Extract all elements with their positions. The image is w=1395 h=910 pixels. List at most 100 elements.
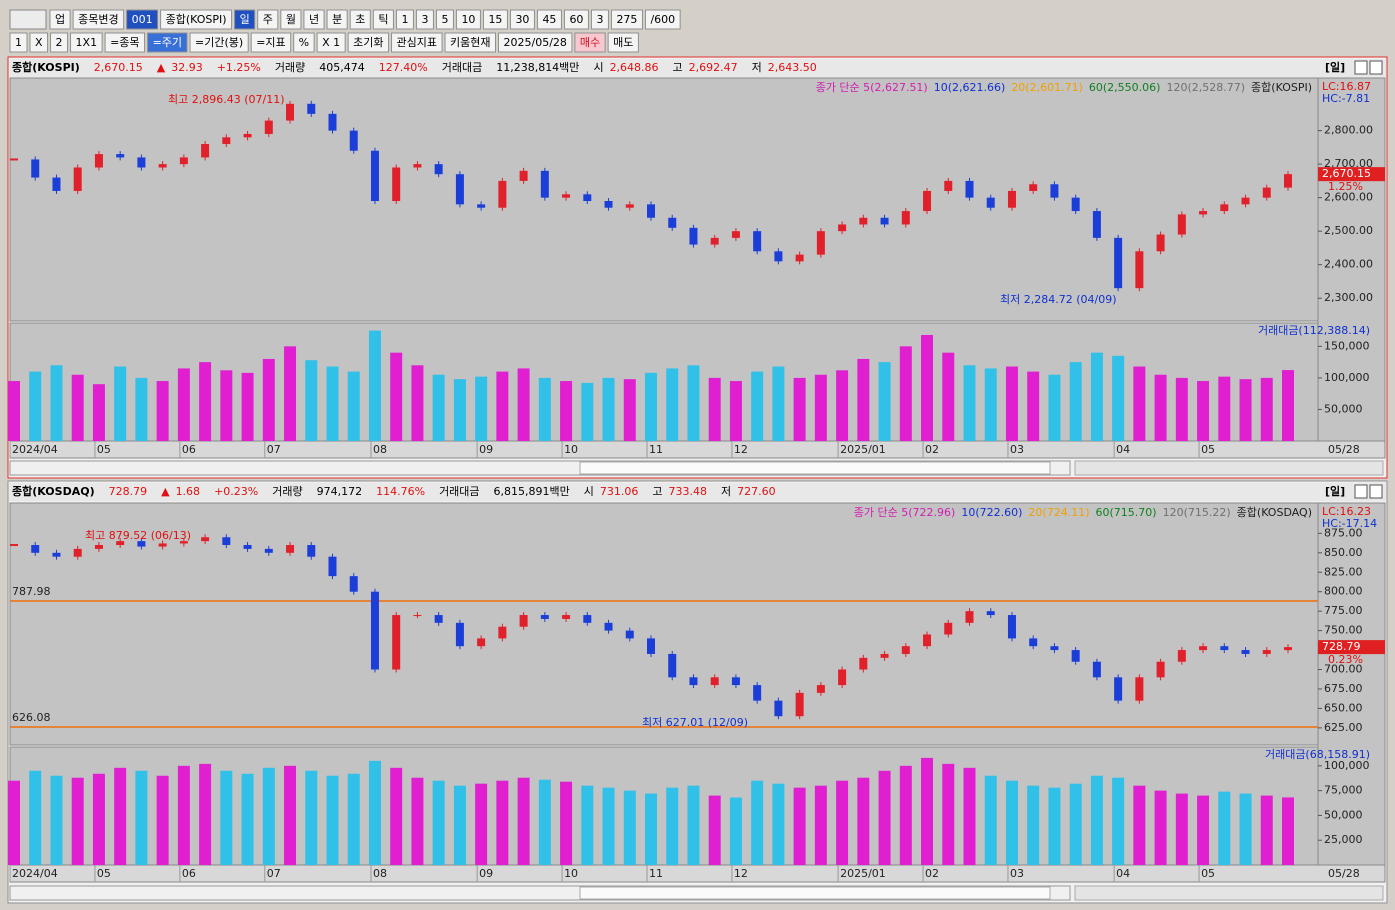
y-tick-label: 675.00: [1324, 682, 1363, 695]
toolbar-label: /600: [650, 13, 675, 26]
toolbar-button[interactable]: [316, 32, 346, 53]
window-button[interactable]: [1369, 484, 1383, 499]
header-field: 저: [721, 485, 731, 498]
zoom-tools[interactable]: [1074, 460, 1384, 476]
toolbar-label: 년: [309, 13, 319, 26]
toolbar-button[interactable]: [9, 32, 28, 53]
candle: [31, 159, 40, 178]
candle: [498, 626, 507, 639]
candle: [1220, 646, 1229, 651]
candle: [731, 677, 740, 686]
toolbar-button[interactable]: [372, 9, 394, 30]
volume-bar: [1090, 775, 1103, 865]
ma-legend: 10(722.60): [961, 506, 1022, 519]
y-tick-label: 850.00: [1324, 546, 1363, 559]
toolbar-button[interactable]: [29, 32, 49, 53]
toolbar-button[interactable]: [455, 9, 481, 30]
toolbar-button[interactable]: [349, 9, 371, 30]
toolbar-button[interactable]: [498, 32, 573, 53]
ma-legend: 20(2,601.71): [1011, 81, 1083, 94]
toolbar-label: 001: [132, 13, 153, 26]
toolbar-button[interactable]: [49, 9, 71, 30]
volume-bar: [560, 381, 573, 441]
candle: [1007, 190, 1016, 208]
toolbar-button[interactable]: [391, 32, 443, 53]
window-button[interactable]: [1369, 60, 1383, 75]
x-tick-label: 08: [373, 867, 387, 880]
volume-bar: [899, 765, 912, 865]
candle: [901, 646, 910, 654]
toolbar-button[interactable]: [482, 9, 508, 30]
header-field: +0.23%: [214, 485, 258, 498]
y-tick-label: 825.00: [1324, 565, 1363, 578]
scroll-thumb[interactable]: [579, 461, 1051, 475]
header-field: 2,648.86: [610, 61, 659, 74]
toolbar-button[interactable]: [326, 9, 348, 30]
y-tick-label: 750.00: [1324, 624, 1363, 637]
toolbar-button[interactable]: [303, 9, 325, 30]
candle: [1007, 615, 1016, 639]
toolbar-button[interactable]: [293, 32, 315, 53]
toolbar-button[interactable]: [395, 9, 414, 30]
header-field: 종합(KOSPI): [12, 60, 80, 74]
toolbar-label: 275: [616, 13, 637, 26]
axis-area: [1317, 502, 1386, 866]
toolbar-button[interactable]: [147, 32, 188, 53]
volume-bar: [560, 781, 573, 865]
zoom-tools[interactable]: [1074, 885, 1384, 901]
candle: [1029, 184, 1038, 191]
toolbar-button[interactable]: [160, 9, 233, 30]
toolbar-button[interactable]: [257, 9, 279, 30]
toolbar-label: 일: [240, 12, 250, 26]
toolbar-button[interactable]: [72, 9, 125, 30]
window-button[interactable]: [1354, 484, 1368, 499]
toolbar-button[interactable]: [574, 32, 606, 53]
volume-bar: [687, 365, 700, 441]
candle: [243, 545, 252, 549]
volume-bar: [475, 783, 488, 865]
header-field: 114.76%: [376, 485, 425, 498]
candle: [562, 615, 571, 619]
volume-bar: [284, 346, 297, 441]
toolbar-button[interactable]: [50, 32, 69, 53]
toolbar-icons[interactable]: [9, 9, 47, 30]
candle: [1029, 638, 1038, 647]
window-button[interactable]: [1354, 60, 1368, 75]
toolbar-button[interactable]: [250, 32, 292, 53]
toolbar-button[interactable]: [126, 9, 159, 30]
toolbar-button[interactable]: [536, 9, 562, 30]
toolbar-button[interactable]: [590, 9, 609, 30]
volume-bar: [432, 374, 445, 441]
candle: [1199, 211, 1208, 215]
volume-bar: [368, 330, 381, 441]
toolbar-button[interactable]: [70, 32, 103, 53]
toolbar-button[interactable]: [644, 9, 681, 30]
y-tick-label: 625.00: [1324, 721, 1363, 734]
low-annotation: 최저 627.01 (12/09): [642, 716, 748, 729]
toolbar-button[interactable]: [444, 32, 496, 53]
toolbar-button[interactable]: [607, 32, 639, 53]
toolbar-button[interactable]: [563, 9, 589, 30]
volume-bar: [50, 365, 63, 441]
toolbar-button[interactable]: [234, 9, 256, 30]
volume-bar: [1005, 780, 1018, 865]
toolbar-button[interactable]: [509, 9, 535, 30]
scroll-thumb[interactable]: [579, 886, 1051, 900]
toolbar-button[interactable]: [415, 9, 434, 30]
lc-label: LC:16.23: [1322, 505, 1371, 518]
y-tick-label: 2,600.00: [1324, 191, 1373, 204]
toolbar-label: 1: [401, 13, 408, 26]
toolbar-button[interactable]: [189, 32, 249, 53]
candle: [179, 541, 188, 544]
toolbar-button[interactable]: [280, 9, 302, 30]
ma-legend: 60(715.70): [1096, 506, 1157, 519]
header-field: 종합(KOSDAQ): [12, 484, 95, 498]
toolbar-button[interactable]: [435, 9, 454, 30]
x-tick-label: 05: [97, 443, 111, 456]
candle: [753, 231, 762, 252]
toolbar-button[interactable]: [104, 32, 146, 53]
candle: [392, 167, 401, 202]
toolbar-button[interactable]: [347, 32, 390, 53]
toolbar-button[interactable]: [610, 9, 643, 30]
low-annotation: 최저 2,284.72 (04/09): [1000, 293, 1117, 306]
